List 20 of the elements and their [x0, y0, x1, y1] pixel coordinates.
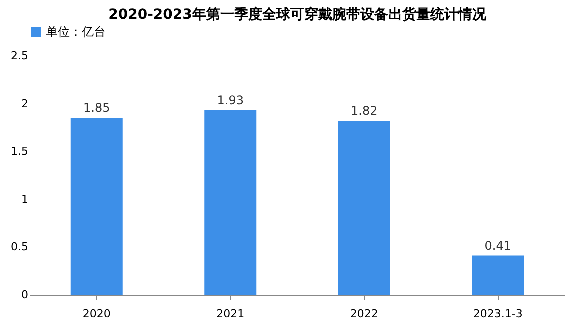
data-label: 1.85: [84, 101, 110, 116]
bar: [338, 121, 390, 295]
y-tick-label: 1: [22, 192, 28, 206]
data-label: 1.93: [217, 93, 244, 108]
x-tick-label: 2022: [350, 308, 378, 320]
y-tick-label: 1.5: [11, 145, 28, 158]
bar: [472, 256, 524, 295]
y-tick-label: 2: [22, 97, 28, 110]
data-label: 0.41: [484, 238, 512, 253]
bar: [70, 118, 123, 295]
chart-title: 2020-2023年第一季度全球可穿戴腕带设备出货量统计情况: [108, 6, 488, 23]
x-tick-label: 2023.1-3: [473, 308, 523, 320]
bar: [204, 110, 257, 295]
x-tick-label: 2021: [216, 308, 245, 320]
y-tick-label: 0: [22, 288, 28, 302]
y-tick-label: 2.5: [11, 50, 28, 62]
data-label: 1.82: [351, 104, 378, 118]
y-tick-label: 0.5: [11, 240, 28, 254]
x-tick-label: 2020: [82, 308, 111, 320]
legend-label: 单位：亿台: [46, 25, 106, 39]
